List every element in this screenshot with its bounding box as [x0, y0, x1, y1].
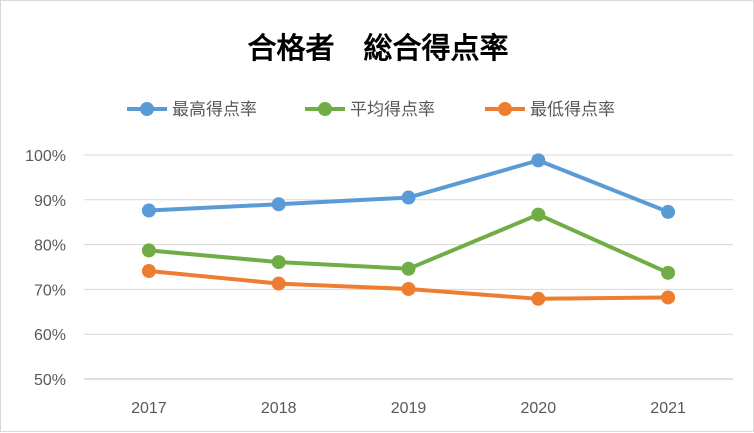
data-point — [401, 261, 416, 276]
data-point — [141, 264, 156, 279]
legend-marker — [140, 102, 154, 116]
x-tick-label: 2021 — [650, 400, 686, 417]
legend-item: 最高得点率 — [127, 100, 257, 120]
legend-marker — [318, 102, 332, 116]
x-tick-label: 2017 — [131, 400, 167, 417]
y-tick-label: 100% — [25, 148, 66, 165]
x-axis-ticks: 2017 2018 2019 2020 2021 — [131, 400, 686, 417]
series-group — [141, 153, 676, 306]
legend-item: 平均得点率 — [305, 100, 435, 120]
legend-label: 平均得点率 — [350, 100, 435, 120]
data-point — [661, 290, 676, 305]
chart-title: 合格者 総合得点率 — [247, 31, 508, 65]
legend-label: 最高得点率 — [172, 100, 257, 120]
series-2 — [141, 207, 676, 280]
data-point — [401, 190, 416, 205]
y-tick-label: 50% — [34, 372, 66, 389]
data-point — [141, 203, 156, 218]
legend-label: 最低得点率 — [530, 100, 615, 120]
data-point — [531, 291, 546, 306]
x-tick-label: 2020 — [521, 400, 557, 417]
data-point — [531, 153, 546, 168]
y-axis-ticks: 50% 60% 70% 80% 90% 100% — [25, 148, 66, 389]
data-point — [271, 197, 286, 212]
data-point — [531, 207, 546, 222]
y-tick-label: 70% — [34, 282, 66, 299]
series-1 — [141, 153, 676, 219]
legend-item: 最低得点率 — [485, 100, 615, 120]
legend-marker — [498, 102, 512, 116]
x-tick-label: 2019 — [391, 400, 427, 417]
data-point — [661, 265, 676, 280]
x-tick-label: 2018 — [261, 400, 297, 417]
series-3 — [141, 264, 676, 306]
y-tick-label: 80% — [34, 238, 66, 255]
legend: 最高得点率 平均得点率 最低得点率 — [127, 100, 615, 120]
data-point — [141, 243, 156, 258]
data-point — [401, 281, 416, 296]
y-tick-label: 90% — [34, 193, 66, 210]
y-tick-label: 60% — [34, 327, 66, 344]
data-point — [661, 204, 676, 219]
data-point — [271, 255, 286, 270]
data-point — [271, 276, 286, 291]
